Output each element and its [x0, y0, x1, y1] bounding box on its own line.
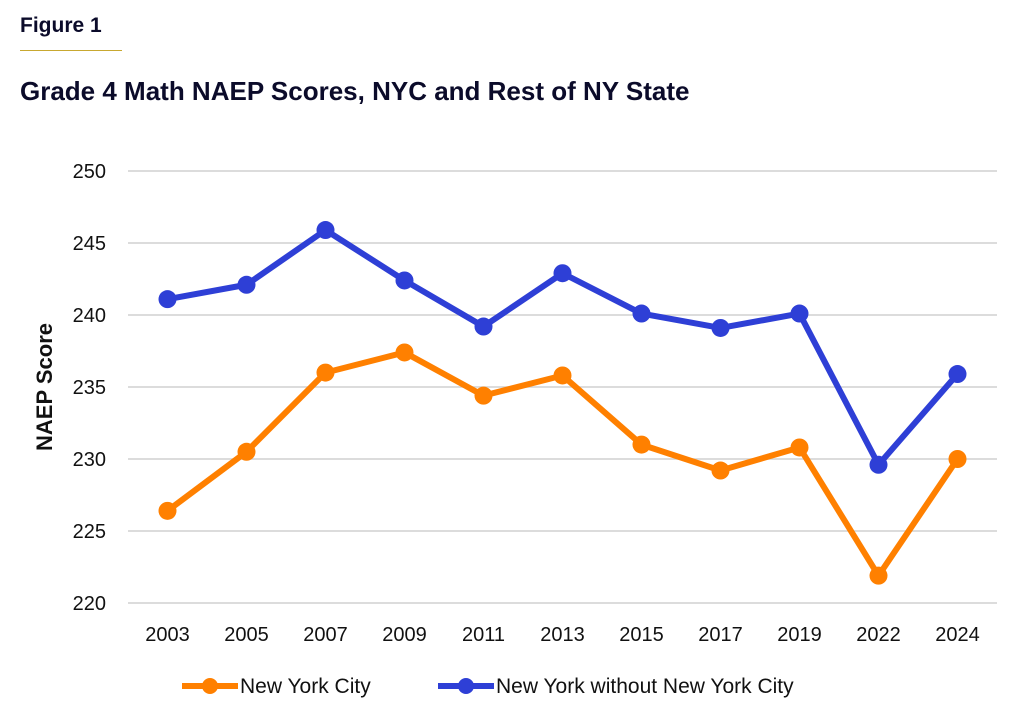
- y-tick-label: 240: [73, 305, 106, 327]
- legend-marker: [458, 678, 474, 694]
- x-axis-tick-labels: 2003 2005 2007 2009 2011 2013 2015 2017 2019 2022…: [145, 624, 980, 646]
- y-tick-label: 230: [73, 449, 106, 471]
- data-point: [711, 461, 730, 480]
- x-tick-label: 2015: [619, 624, 664, 646]
- legend-marker: [202, 678, 218, 694]
- legend-label: New York City: [240, 675, 371, 698]
- y-tick-label: 245: [73, 233, 106, 255]
- y-axis-tick-labels: 220 225 230 235 240 245 250: [73, 161, 106, 615]
- data-point: [790, 304, 809, 323]
- data-point: [474, 386, 493, 405]
- figure-label: Figure 1: [20, 14, 102, 37]
- data-point: [316, 363, 335, 382]
- data-point: [395, 271, 414, 290]
- data-point: [553, 264, 572, 283]
- data-point: [553, 366, 572, 385]
- data-point: [711, 318, 730, 337]
- data-point: [158, 501, 177, 520]
- data-point: [237, 275, 256, 294]
- legend-item: New York without New York City: [438, 675, 794, 698]
- x-tick-label: 2003: [145, 624, 190, 646]
- data-point: [474, 317, 493, 336]
- y-axis-title: NAEP Score: [32, 323, 57, 451]
- data-point: [869, 566, 888, 585]
- x-tick-label: 2011: [462, 624, 505, 646]
- y-tick-label: 225: [73, 521, 106, 543]
- x-tick-label: 2022: [856, 624, 901, 646]
- series-2: [158, 221, 967, 474]
- y-tick-label: 235: [73, 377, 106, 399]
- data-point: [237, 442, 256, 461]
- series-layer: [158, 221, 967, 585]
- y-tick-label: 220: [73, 593, 106, 615]
- data-point: [632, 304, 651, 323]
- x-tick-label: 2009: [382, 624, 427, 646]
- x-tick-label: 2005: [224, 624, 269, 646]
- x-tick-label: 2024: [935, 624, 980, 646]
- y-tick-label: 250: [73, 161, 106, 183]
- data-point: [869, 455, 888, 474]
- legend: New York City New York without New York C…: [182, 675, 794, 698]
- chart-title: Grade 4 Math NAEP Scores, NYC and Rest o…: [20, 76, 690, 106]
- x-tick-label: 2013: [540, 624, 585, 646]
- legend-item: New York City: [182, 675, 371, 698]
- figure-label-underline: [20, 50, 122, 51]
- data-point: [395, 343, 414, 362]
- x-tick-label: 2007: [303, 624, 348, 646]
- data-point: [632, 435, 651, 454]
- gridlines: [128, 170, 997, 604]
- x-tick-label: 2017: [698, 624, 743, 646]
- legend-label: New York without New York City: [496, 675, 794, 698]
- data-point: [316, 221, 335, 240]
- data-point: [158, 290, 177, 309]
- data-point: [790, 438, 809, 457]
- x-tick-label: 2019: [777, 624, 822, 646]
- data-point: [948, 450, 967, 468]
- series-1: [158, 343, 967, 585]
- data-point: [948, 365, 967, 384]
